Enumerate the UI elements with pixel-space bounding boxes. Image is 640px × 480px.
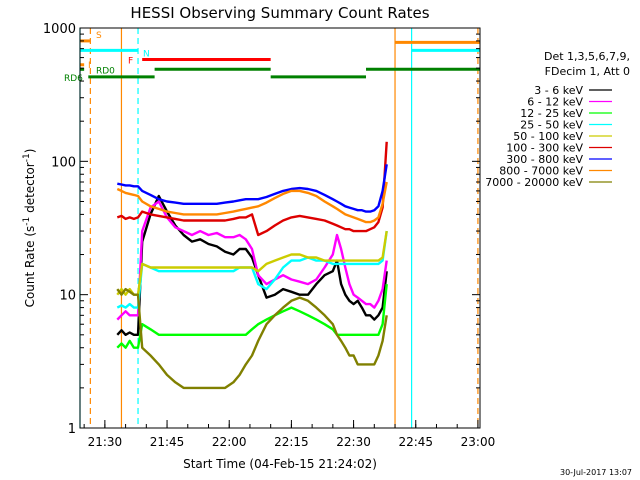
y-axis-label: Count Rate (s-1 detector-1): [22, 149, 37, 308]
legend-label-2: 12 - 25 keV: [520, 107, 583, 120]
timestamp: 30-Jul-2017 13:07: [560, 468, 632, 477]
x-axis: 21:30 21:45 22:00 22:15 22:30 22:45 23:00: [83, 420, 496, 449]
flag-label-f: F: [128, 57, 133, 67]
x-tick-label-0: 21:30: [88, 435, 123, 449]
series-line-2: [116, 283, 388, 349]
flag-label-s: S: [96, 31, 102, 41]
legend-header-2: FDecim 1, Att 0: [545, 65, 630, 78]
y-tick-label-0: 1: [68, 422, 76, 437]
x-axis-label: Start Time (04-Feb-15 21:24:02): [183, 457, 377, 471]
flag-label-rd0: RD0: [96, 66, 115, 76]
chart-title: HESSI Observing Summary Count Rates: [130, 4, 429, 22]
x-tick-label-6: 23:00: [461, 435, 496, 449]
plot-area: S NF I RD0 RD6: [64, 28, 480, 428]
series-line-6: [117, 164, 388, 213]
series-line-4: [116, 230, 388, 296]
legend-header-1: Det 1,3,5,6,7,9,: [544, 50, 630, 63]
legend: Det 1,3,5,6,7,9, FDecim 1, Att 0 3 - 6 k…: [485, 50, 630, 189]
legend-label-5: 100 - 300 keV: [506, 142, 583, 155]
legend-label-3: 25 - 50 keV: [520, 119, 583, 132]
legend-label-8: 7000 - 20000 keV: [485, 176, 583, 189]
y-tick-label-1: 10: [59, 289, 76, 304]
flag-label-n: N: [143, 49, 150, 59]
series-line-5: [116, 141, 388, 237]
x-tick-label-4: 22:30: [336, 435, 371, 449]
legend-label-1: 6 - 12 keV: [527, 96, 583, 109]
y-tick-label-2: 100: [51, 155, 76, 170]
x-tick-label-3: 22:15: [274, 435, 309, 449]
flag-label-rd6: RD6: [64, 74, 83, 84]
series-line-7: [116, 181, 388, 224]
x-tick-label-5: 22:45: [398, 435, 433, 449]
flag-label-i: I: [88, 61, 91, 71]
series-line-8: [116, 287, 388, 390]
legend-label-4: 50 - 100 keV: [513, 130, 583, 143]
y-axis: 1 10 100 1000: [43, 22, 480, 437]
legend-label-7: 800 - 7000 keV: [499, 165, 583, 178]
legend-label-6: 300 - 800 keV: [506, 153, 583, 166]
legend-label-0: 3 - 6 keV: [534, 84, 583, 97]
x-tick-label-2: 22:00: [212, 435, 247, 449]
y-tick-label-3: 1000: [43, 22, 76, 37]
plot-frame: [79, 27, 481, 429]
x-tick-label-1: 21:45: [150, 435, 185, 449]
